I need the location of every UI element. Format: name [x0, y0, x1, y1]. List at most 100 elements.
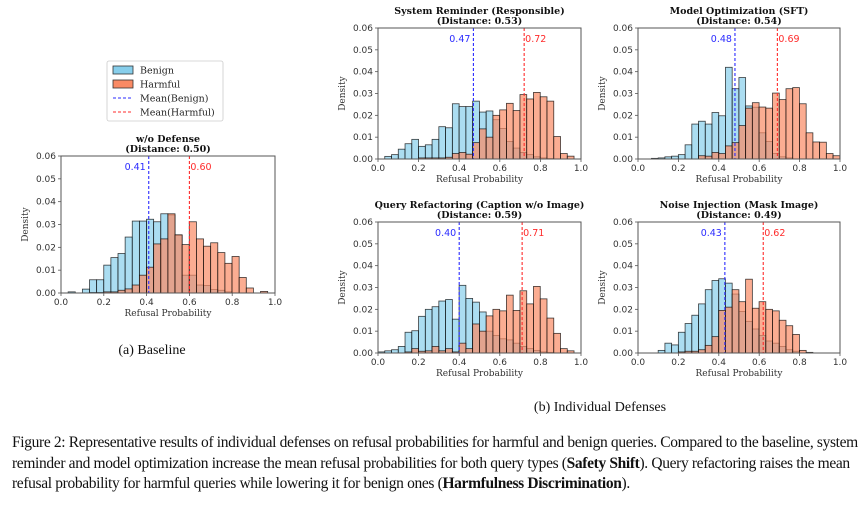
- histogram-bar-harmful: [195, 238, 204, 294]
- histogram-bar-harmful: [553, 136, 561, 160]
- histogram-bar-harmful: [174, 234, 183, 294]
- histogram-bar-harmful: [231, 256, 240, 294]
- y-tick-label: 0.01: [613, 327, 633, 337]
- y-tick-label: 0.05: [353, 46, 373, 56]
- histogram-bar-benign: [131, 220, 140, 294]
- y-tick-label: 0.02: [353, 111, 373, 121]
- series-harmful: [404, 286, 575, 354]
- histogram-bar-benign: [96, 279, 105, 294]
- histogram-bar-harmful: [245, 287, 254, 294]
- caption-bold-safety-shift: Safety Shift: [566, 454, 640, 472]
- legend: Benign Harmful Mean(Benign) Mean(Harmful…: [106, 60, 224, 122]
- x-axis-label: Refusal Probability: [696, 369, 784, 379]
- histogram-bar-harmful: [431, 346, 440, 354]
- x-tick-label: 0.2: [411, 164, 425, 174]
- histogram-bar-benign: [424, 308, 433, 354]
- panel-system-reminder: System Reminder (Responsible)(Distance: …: [338, 6, 588, 185]
- histogram-bar-harmful: [812, 141, 821, 160]
- histogram-bar-harmful: [560, 348, 568, 354]
- histogram-bar-harmful: [146, 266, 155, 294]
- histogram-bar-benign: [465, 106, 474, 160]
- histogram-bar-harmful: [210, 242, 219, 294]
- histogram-bar-harmful: [758, 106, 767, 160]
- histogram-bar-harmful: [751, 102, 760, 160]
- y-tick-label: 0.01: [613, 133, 633, 143]
- histogram-bar-benign: [438, 126, 446, 160]
- x-axis-label: Refusal Probability: [436, 175, 524, 185]
- histogram-bar-harmful: [203, 245, 212, 294]
- histogram-bar-benign: [117, 253, 126, 294]
- x-tick-label: 0.4: [712, 164, 727, 174]
- y-tick-label: 0.02: [613, 111, 633, 121]
- histogram-bar-harmful: [492, 308, 501, 354]
- caption-bold-harmfulness-discrimination: Harmfulness Discrimination: [442, 475, 622, 492]
- x-tick-label: 1.0: [833, 164, 848, 174]
- histogram-bar-benign: [451, 103, 460, 160]
- chart-title: Model Optimization (SFT): [670, 6, 809, 17]
- y-tick-label: 0.04: [613, 262, 633, 272]
- panel-baseline: w/o Defense(Distance: 0.50)0.41 0.600.0 0.…: [21, 134, 282, 319]
- histogram-bar-harmful: [738, 301, 747, 354]
- legend-label-mean-benign: Mean(Benign): [140, 94, 209, 105]
- x-tick-label: 0.6: [493, 358, 508, 368]
- y-tick-label: 0.02: [613, 305, 633, 315]
- histogram-bar-benign: [451, 318, 460, 354]
- panel-noise-injection: Noise Injection (Mask Image)(Distance: 0…: [598, 200, 847, 379]
- chart-title: Query Refactoring (Caption w/o Image): [375, 200, 585, 211]
- x-tick-label: 0.8: [533, 164, 548, 174]
- histogram-bar-harmful: [725, 306, 733, 354]
- histogram-bar-harmful: [526, 303, 534, 354]
- y-tick-label: 0.01: [36, 266, 56, 276]
- histogram-bar-harmful: [478, 330, 487, 354]
- y-tick-label: 0.04: [36, 198, 56, 208]
- legend-patch-benign: [112, 65, 134, 75]
- x-axis-label: Refusal Probability: [125, 309, 213, 319]
- histogram-bar-benign: [89, 279, 98, 294]
- histogram-bar-harmful: [751, 307, 760, 354]
- histogram-bar-harmful: [745, 278, 753, 354]
- histogram-bar-harmful: [472, 323, 480, 354]
- y-tick-label: 0.00: [36, 289, 56, 299]
- y-tick-label: 0.03: [353, 90, 373, 100]
- y-tick-label: 0.06: [353, 24, 373, 34]
- histogram-bar-harmful: [745, 107, 753, 160]
- histogram-bar-benign: [391, 154, 399, 160]
- mean-label-benign: 0.47: [449, 34, 470, 45]
- legend-patch-harmful: [112, 79, 134, 89]
- histogram-bar-harmful: [533, 286, 541, 354]
- histogram-bar-harmful: [819, 141, 827, 160]
- histogram-bar-harmful: [539, 96, 548, 160]
- y-tick-label: 0.01: [353, 133, 373, 143]
- histogram-bar-harmful: [181, 244, 190, 294]
- histogram-bar-harmful: [465, 153, 474, 160]
- x-tick-label: 0.4: [712, 358, 727, 368]
- x-tick-label: 0.4: [452, 164, 467, 174]
- x-tick-label: 0.6: [752, 358, 767, 368]
- histogram-bar-harmful: [758, 301, 767, 354]
- mean-label-benign: 0.41: [125, 162, 146, 173]
- x-tick-label: 0.2: [671, 358, 685, 368]
- x-tick-label: 0.8: [792, 358, 807, 368]
- y-tick-label: 0.05: [353, 240, 373, 250]
- histogram-bar-benign: [677, 331, 686, 354]
- histogram-bar-harmful: [492, 114, 501, 160]
- histogram-bar-harmful: [792, 87, 800, 160]
- x-tick-label: 1.0: [574, 164, 589, 174]
- histogram-bar-harmful: [458, 342, 467, 354]
- caption-text-prefix: Figure 2: Representative results of indi…: [12, 434, 858, 472]
- chart-subtitle-distance: (Distance: 0.59): [437, 210, 522, 221]
- x-tick-label: 0.4: [452, 358, 467, 368]
- histogram-bar-benign: [110, 257, 119, 294]
- histogram-bar-benign: [698, 303, 706, 354]
- histogram-bar-benign: [704, 123, 713, 160]
- histogram-bar-benign: [664, 342, 673, 354]
- histogram-bar-harmful: [188, 221, 197, 294]
- histogram-bar-harmful: [731, 142, 740, 160]
- x-tick-label: 1.0: [833, 358, 848, 368]
- y-tick-label: 0.02: [353, 305, 373, 315]
- histogram-bar-harmful: [765, 308, 773, 354]
- x-tick-label: 0.2: [671, 164, 685, 174]
- x-axis-label: Refusal Probability: [696, 175, 784, 185]
- mean-label-harmful: 0.62: [764, 228, 785, 239]
- histogram-bar-benign: [424, 144, 433, 160]
